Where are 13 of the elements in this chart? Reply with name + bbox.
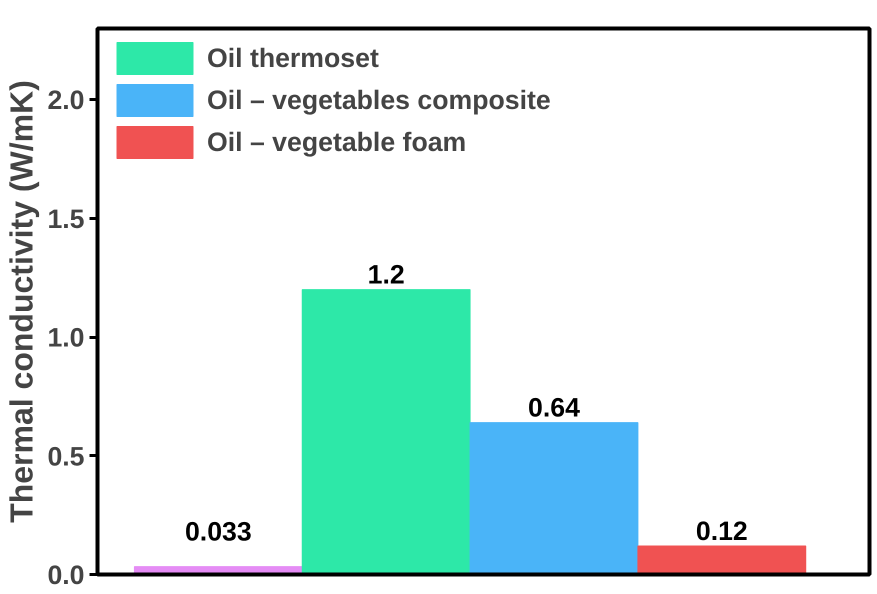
data-label: 0.64 bbox=[528, 392, 580, 423]
y-tick-label: 1.0 bbox=[47, 322, 85, 353]
data-label: 0.033 bbox=[184, 516, 252, 547]
legend-label: Oil thermoset bbox=[207, 42, 379, 74]
y-tick-label: 1.5 bbox=[47, 204, 85, 234]
legend-label: Oil – vegetable foam bbox=[207, 126, 466, 158]
y-tick-label: 0.5 bbox=[47, 441, 85, 472]
data-label: 1.2 bbox=[368, 260, 405, 290]
data-label: 0.12 bbox=[696, 516, 748, 546]
y-tick-label: 0.0 bbox=[47, 560, 85, 590]
legend-label: Oil – vegetables composite bbox=[207, 84, 551, 116]
y-tick-label: 2.0 bbox=[47, 85, 85, 116]
y-axis-title: Thermal conductivity (W/mK) bbox=[3, 80, 40, 523]
